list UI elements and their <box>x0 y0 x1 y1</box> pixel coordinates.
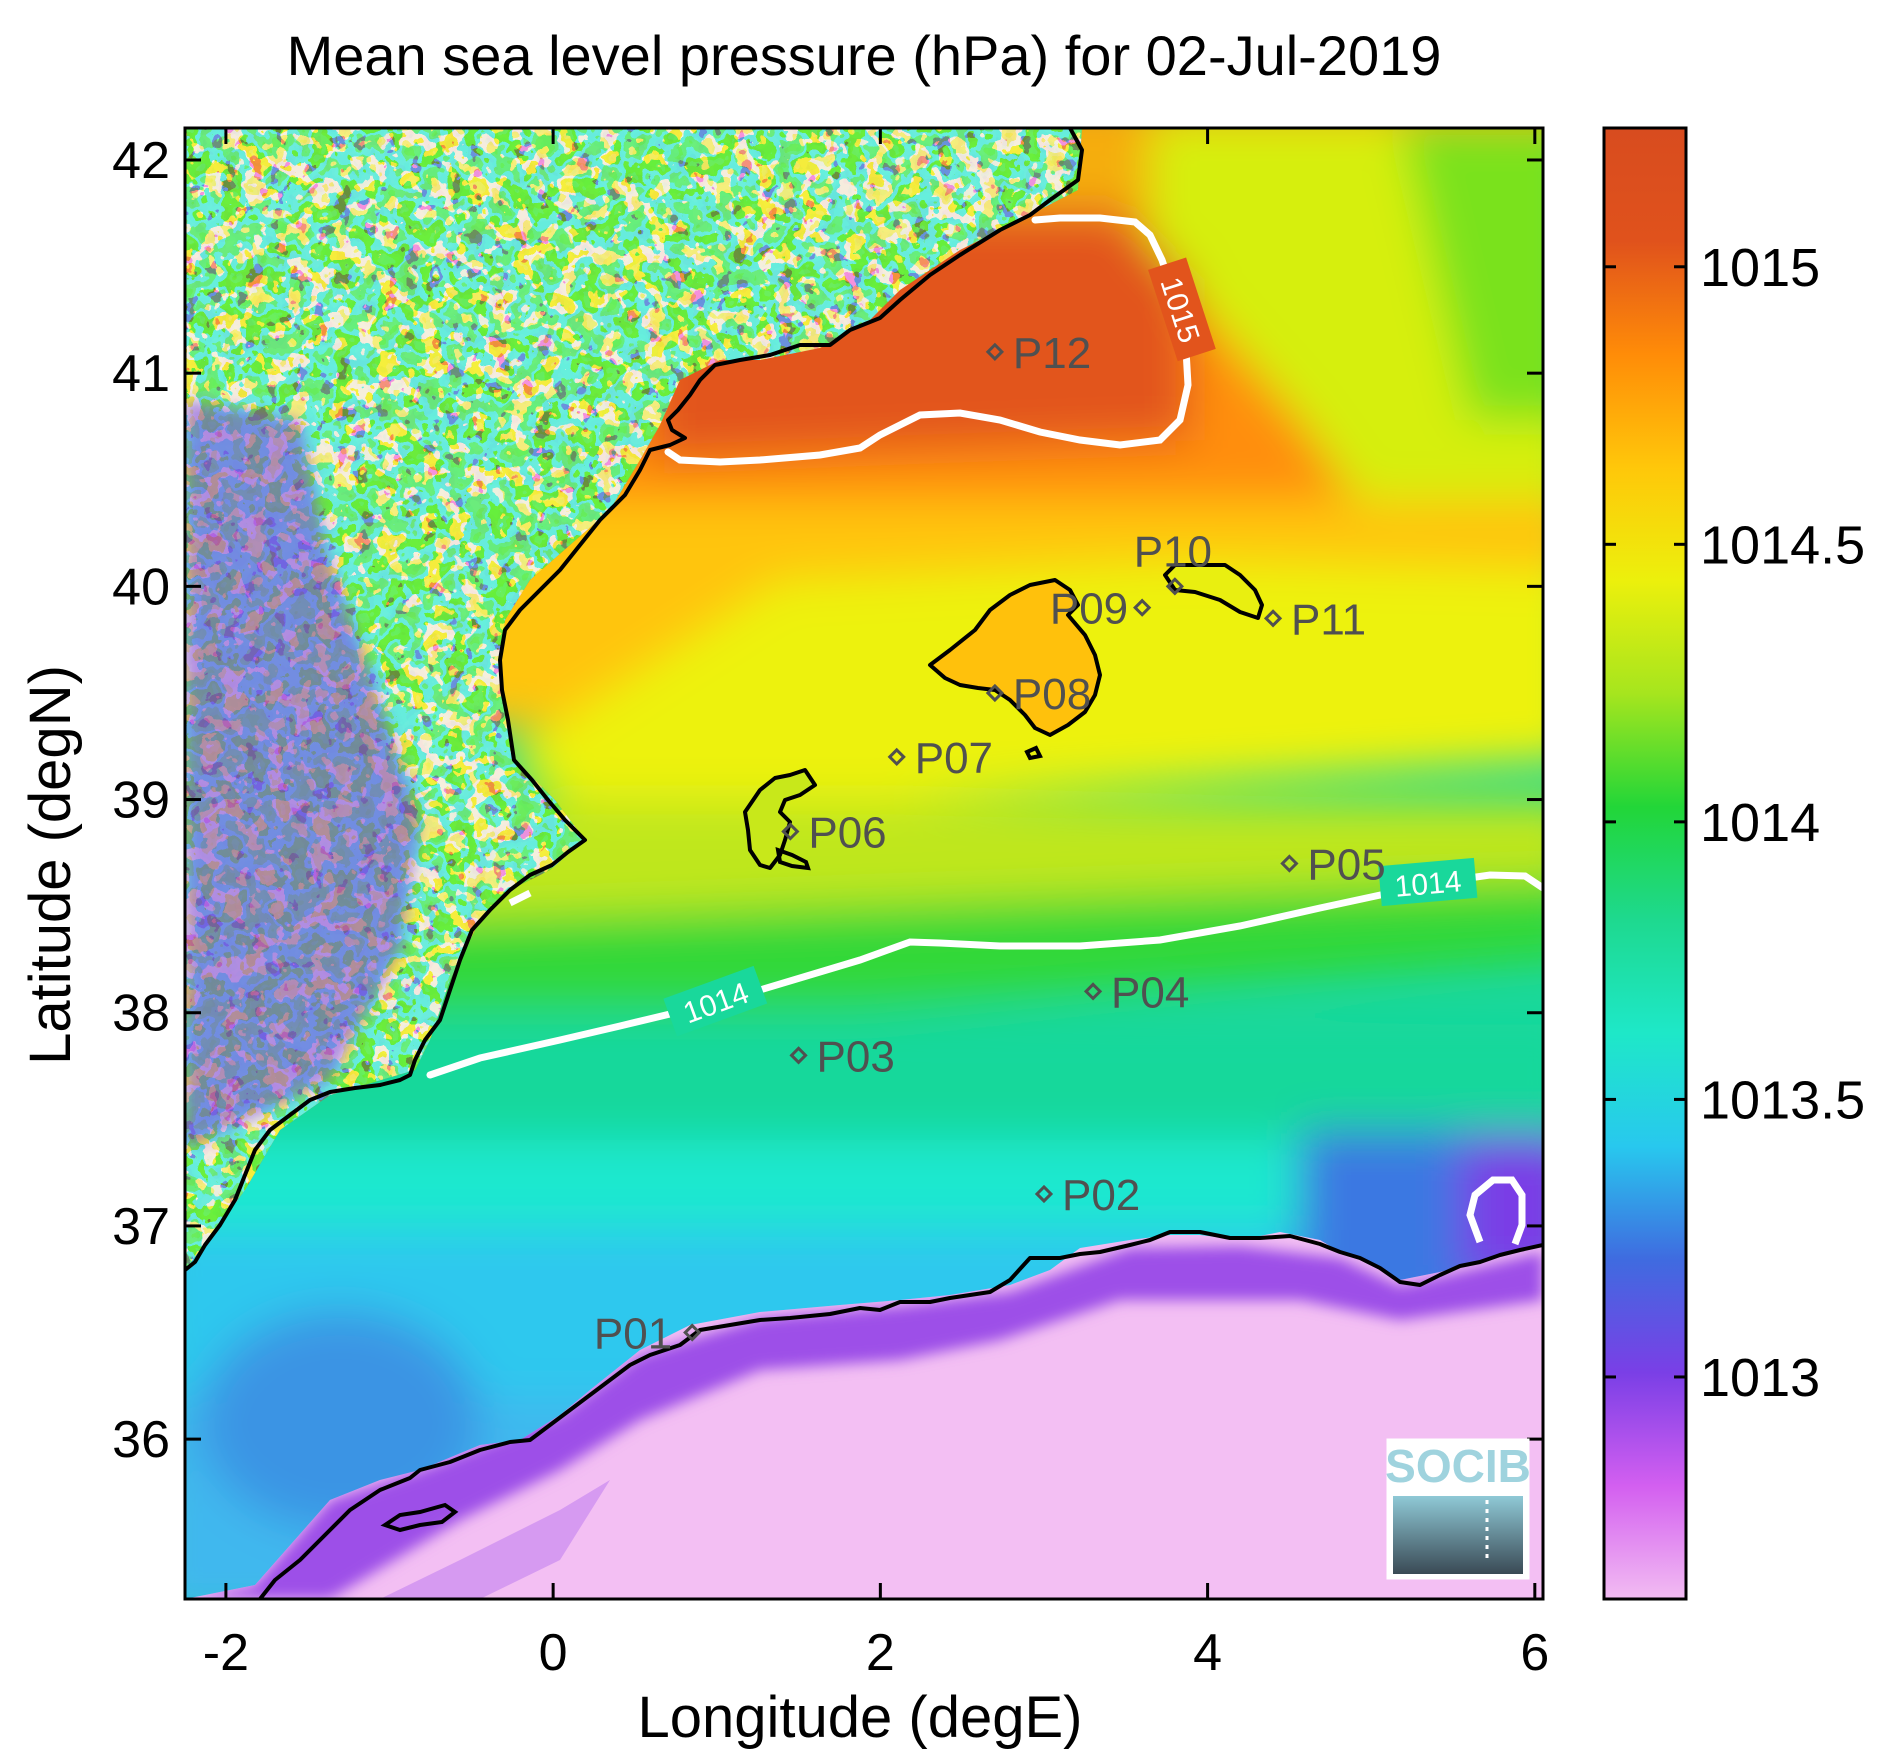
colorbar-tick-label: 1014.5 <box>1700 515 1865 575</box>
y-tick-label: 42 <box>112 132 170 190</box>
logo-text: SOCIB <box>1385 1440 1531 1492</box>
contour-1015-line <box>664 214 1192 466</box>
station-label: P10 <box>1134 527 1212 576</box>
station-p06: P06 <box>781 809 887 858</box>
y-axis-label: Latitude (degN) <box>18 665 83 1065</box>
ibiza-coastline <box>743 768 817 870</box>
station-p04: P04 <box>1083 968 1189 1017</box>
colorbar-tick-label: 1013.5 <box>1700 1070 1865 1130</box>
station-label: P02 <box>1062 1171 1140 1220</box>
station-p09: P09 <box>1050 585 1152 634</box>
station-p03: P03 <box>789 1032 895 1081</box>
station-marker-icon <box>887 747 906 767</box>
station-label: P06 <box>808 809 886 858</box>
y-tick-label: 40 <box>112 558 170 616</box>
y-tick-label: 37 <box>112 1198 170 1256</box>
y-tick-label: 39 <box>112 772 170 830</box>
station-label: P05 <box>1307 841 1385 890</box>
station-p07: P07 <box>887 734 993 783</box>
x-axis-ticks: -2 0 2 4 6 <box>203 128 1549 1682</box>
contour-label-1014-east: 1014 <box>1378 857 1478 907</box>
station-marker-icon <box>1280 854 1299 873</box>
y-tick-label: 38 <box>112 985 170 1043</box>
y-axis-ticks: 36 37 38 39 40 41 42 <box>112 132 1543 1469</box>
coastlines-and-contours: 1014 1014 1015 <box>185 128 1543 1599</box>
africa-coastline <box>258 1230 1543 1599</box>
alboran-island <box>380 1502 459 1533</box>
colorbar-tick-label: 1014 <box>1700 793 1820 853</box>
iberia-coastline <box>185 128 1084 1272</box>
x-tick-label: 0 <box>539 1624 568 1682</box>
station-label: P08 <box>1013 670 1091 719</box>
station-label: P11 <box>1291 595 1366 644</box>
x-axis-label: Longitude (degE) <box>638 1685 1083 1750</box>
station-marker-icon <box>985 342 1005 361</box>
colorbar-tick-label: 1013 <box>1700 1348 1820 1408</box>
contour-1013-closed-loop <box>1466 1176 1526 1246</box>
chart-title: Mean sea level pressure (hPa) for 02-Jul… <box>287 24 1442 87</box>
station-p12: P12 <box>985 329 1091 378</box>
contour-1014-coastal-fragment <box>508 889 532 907</box>
x-tick-label: 6 <box>1520 1624 1549 1682</box>
station-marker-icon <box>1083 982 1103 1001</box>
station-marker-icon <box>683 1323 702 1342</box>
colorbar-tick-label: 1015 <box>1700 238 1820 298</box>
station-p05: P05 <box>1280 841 1386 890</box>
station-marker-icon <box>985 683 1005 703</box>
colorbar-gradient <box>1602 126 1688 1601</box>
svg-text:1014: 1014 <box>1393 865 1462 904</box>
station-label: P04 <box>1111 968 1189 1017</box>
station-p11: P11 <box>1263 595 1366 644</box>
station-label: P01 <box>594 1310 672 1359</box>
formentera-coastline <box>775 846 811 871</box>
contour-label-1014-west: 1014 <box>663 965 768 1037</box>
station-p01: P01 <box>594 1310 702 1359</box>
station-p10: P10 <box>1134 527 1212 596</box>
socib-logo: SOCIB <box>1385 1438 1531 1580</box>
station-p08: P08 <box>985 670 1091 719</box>
station-marker-icon <box>1165 577 1184 596</box>
colorbar-ticks: 1013 1013.5 1014 1014.5 1015 <box>1604 238 1865 1408</box>
y-tick-label: 41 <box>112 345 170 403</box>
map-plot-area <box>185 128 1543 1599</box>
station-marker-icon <box>1133 598 1152 617</box>
station-label: P09 <box>1050 585 1128 634</box>
menorca-coastline <box>1163 563 1264 620</box>
station-marker-icon <box>781 822 800 841</box>
x-tick-label: 4 <box>1193 1624 1222 1682</box>
station-label: P07 <box>915 734 993 783</box>
station-label: P12 <box>1013 329 1091 378</box>
mallorca-coastline <box>928 578 1102 737</box>
x-tick-label: 2 <box>866 1624 895 1682</box>
cabrera-coastline <box>1024 745 1043 761</box>
x-tick-label: -2 <box>203 1624 249 1682</box>
station-label: P03 <box>817 1032 895 1081</box>
station-marker-icon <box>789 1046 808 1065</box>
plot-frame <box>183 126 1545 1601</box>
station-marker-icon <box>1034 1184 1054 1204</box>
y-tick-label: 36 <box>112 1411 170 1469</box>
station-p02: P02 <box>1034 1171 1140 1220</box>
station-marker-icon <box>1263 609 1283 628</box>
colorbar: 1013 1013.5 1014 1014.5 1015 <box>1602 126 1865 1601</box>
